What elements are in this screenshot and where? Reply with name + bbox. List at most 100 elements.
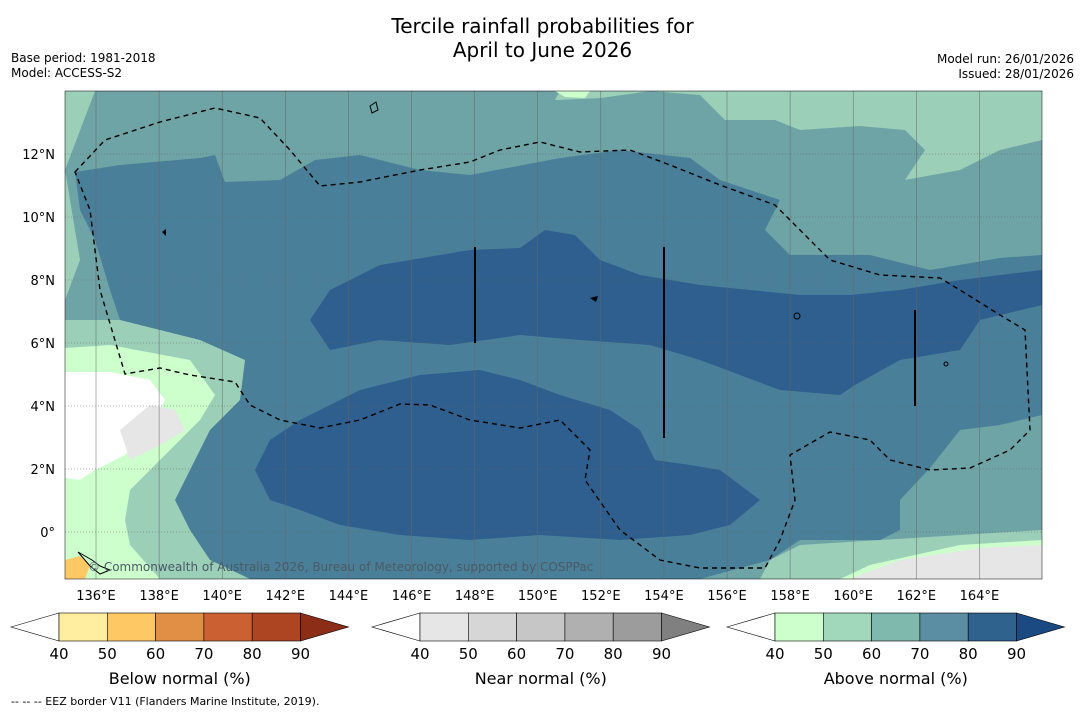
colorbar-tick: 60 xyxy=(146,645,165,663)
colorbar-segment xyxy=(155,612,205,642)
zone-above-40-north xyxy=(555,91,590,98)
island-3 xyxy=(162,229,166,236)
colorbar-tick: 50 xyxy=(459,645,478,663)
longitude-label: 156°E xyxy=(707,589,747,604)
island-5 xyxy=(590,296,598,302)
footnote: -- -- -- EEZ border V11 (Flanders Marine… xyxy=(11,695,320,708)
colorbar-label: Near normal (%) xyxy=(475,669,607,688)
longitude-label: 152°E xyxy=(581,589,621,604)
colorbar-segment xyxy=(612,612,662,642)
colorbar-tick: 70 xyxy=(194,645,213,663)
longitude-label: 140°E xyxy=(202,589,242,604)
colorbar-segment xyxy=(871,612,921,642)
colorbar-tick: 80 xyxy=(243,645,262,663)
colorbar-extend-low xyxy=(370,612,421,642)
colorbar-extend-low xyxy=(9,612,60,642)
longitude-label: 162°E xyxy=(897,589,937,604)
colorbar-extend-high xyxy=(300,612,350,642)
base-period: Base period: 1981-2018 xyxy=(11,51,156,65)
colorbar-segment xyxy=(774,612,824,642)
island-2 xyxy=(793,312,801,320)
zone-above-80-south xyxy=(255,370,760,540)
latitude-label: 12°N xyxy=(22,148,55,163)
copyright-text: © Commonwealth of Australia 2026, Bureau… xyxy=(88,560,593,574)
longitude-labels: 136°E 138°E 140°E 142°E 144°E 146°E 148°E 150°E… xyxy=(76,589,999,604)
title-line-2: April to June 2026 xyxy=(452,38,633,62)
colorbar-tick: 70 xyxy=(555,645,574,663)
colorbar-segment xyxy=(251,612,301,642)
colorbar-label: Above normal (%) xyxy=(824,669,968,688)
longitude-label: 160°E xyxy=(833,589,873,604)
colorbar-extend-low xyxy=(725,612,776,642)
colorbar-tick: 50 xyxy=(814,645,833,663)
meta-left: Base period: 1981-2018 Model: ACCESS-S2 xyxy=(11,51,156,81)
colorbar-tick: 80 xyxy=(959,645,978,663)
colorbar: 40 50 60 70 80 90 Above normal (%) xyxy=(725,612,1066,688)
colorbar-segment xyxy=(822,612,872,642)
latitude-labels: 12°N 10°N 8°N 6°N 4°N 2°N 0° xyxy=(22,148,55,541)
model-name: Model: ACCESS-S2 xyxy=(11,66,123,80)
colorbar-extend-high xyxy=(1016,612,1066,642)
zone-below-normal-southwest xyxy=(65,556,90,579)
longitude-label: 150°E xyxy=(518,589,558,604)
colorbar-segment xyxy=(58,612,108,642)
zone-near-normal-southeast xyxy=(850,545,1042,579)
colorbar: 40 50 60 70 80 90 Below normal (%) xyxy=(9,612,350,688)
colorbar-tick: 60 xyxy=(862,645,881,663)
longitude-label: 136°E xyxy=(76,589,116,604)
colorbar-segment xyxy=(419,612,469,642)
colorbar-segment xyxy=(919,612,969,642)
map-frame xyxy=(64,90,1043,580)
latitude-label: 4°N xyxy=(31,400,56,415)
colorbar-tick: 40 xyxy=(765,645,784,663)
longitude-label: 146°E xyxy=(392,589,432,604)
latitude-label: 8°N xyxy=(31,274,56,289)
latitude-label: 0° xyxy=(40,526,55,541)
colorbars: 40 50 60 70 80 90 Below normal (%) 40 50 60 70 80 90… xyxy=(9,612,1066,688)
graticule xyxy=(65,91,1042,579)
colorbar-segment xyxy=(203,612,253,642)
colorbar-label: Below normal (%) xyxy=(109,669,251,688)
colorbar-tick: 70 xyxy=(910,645,929,663)
colorbar-tick: 40 xyxy=(49,645,68,663)
eez-border-west xyxy=(74,107,1031,569)
longitude-label: 142°E xyxy=(266,589,306,604)
model-run: Model run: 26/01/2026 xyxy=(936,52,1074,66)
map-field: © Commonwealth of Australia 2026, Bureau… xyxy=(65,91,1042,579)
longitude-label: 158°E xyxy=(770,589,810,604)
colorbar-tick: 60 xyxy=(507,645,526,663)
zone-above-80-north xyxy=(310,230,1042,395)
zone-white-southwest xyxy=(65,372,165,480)
longitude-label: 138°E xyxy=(139,589,179,604)
colorbar-segment xyxy=(516,612,566,642)
island-4 xyxy=(943,361,949,367)
issued-date: Issued: 28/01/2026 xyxy=(958,67,1074,81)
island-group-south xyxy=(77,551,112,575)
title-line-1: Tercile rainfall probabilities for xyxy=(391,14,694,38)
colorbar-segment xyxy=(467,612,517,642)
island-1 xyxy=(369,101,379,114)
latitude-label: 2°N xyxy=(31,463,56,478)
latitude-label: 6°N xyxy=(31,337,56,352)
colorbar-tick: 90 xyxy=(1007,645,1026,663)
colorbar-tick: 40 xyxy=(410,645,429,663)
colorbar-tick: 90 xyxy=(652,645,671,663)
colorbar-tick: 50 xyxy=(98,645,117,663)
map-title: Tercile rainfall probabilities for April… xyxy=(0,14,1085,62)
latitude-label: 10°N xyxy=(22,211,55,226)
colorbar: 40 50 60 70 80 90 Near normal (%) xyxy=(370,612,711,688)
longitude-label: 154°E xyxy=(644,589,684,604)
colorbar-segment xyxy=(107,612,156,642)
colorbar-tick: 90 xyxy=(291,645,310,663)
longitude-label: 164°E xyxy=(960,589,1000,604)
colorbar-segment xyxy=(564,612,614,642)
meta-right: Model run: 26/01/2026 Issued: 28/01/2026 xyxy=(937,52,1074,82)
longitude-label: 144°E xyxy=(329,589,369,604)
colorbar-tick: 80 xyxy=(604,645,623,663)
longitude-label: 148°E xyxy=(455,589,495,604)
zone-near-normal-southwest xyxy=(120,405,185,460)
zone-above-50-north xyxy=(420,91,650,100)
colorbar-segment xyxy=(967,612,1017,642)
colorbar-extend-high xyxy=(661,612,711,642)
